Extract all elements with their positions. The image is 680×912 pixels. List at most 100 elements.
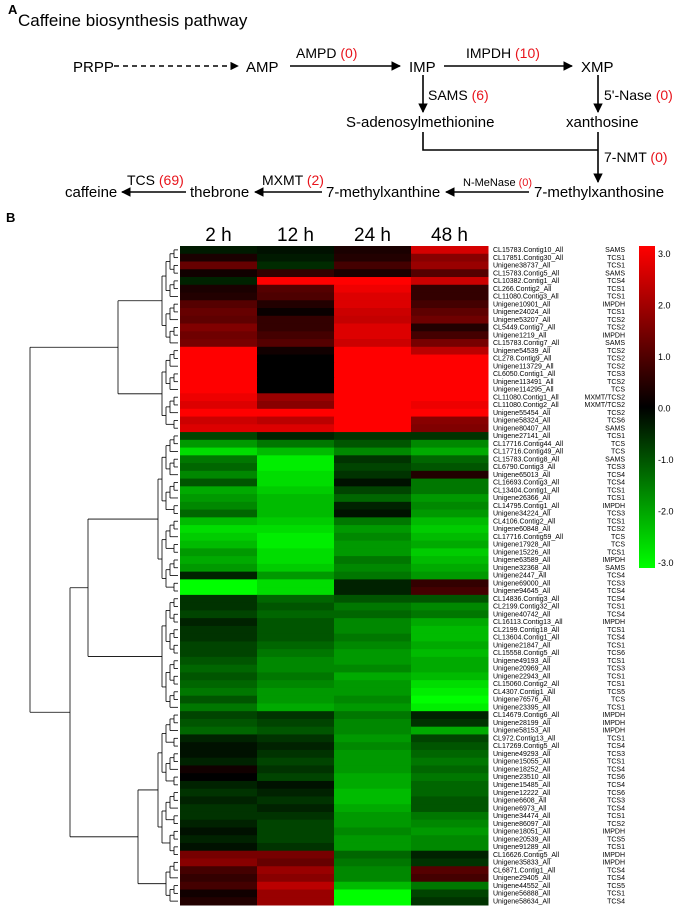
heatmap-cell <box>411 362 489 371</box>
heatmap-cell <box>334 463 412 472</box>
heatmap-cell <box>257 672 335 681</box>
heatmap-cell <box>257 408 335 418</box>
heatmap-cell <box>411 370 489 379</box>
heatmap-cell <box>411 618 489 627</box>
row-enzyme-label: TCS5 <box>607 883 625 890</box>
heatmap-cell <box>411 749 489 759</box>
heatmap-cell <box>180 711 258 720</box>
row-enzyme-label: TCS <box>611 697 625 704</box>
row-enzyme-label: SAMS <box>605 247 625 254</box>
heatmap-cell <box>411 780 489 790</box>
heatmap-cell <box>180 757 258 766</box>
heatmap-cell <box>180 749 258 759</box>
heatmap-cell <box>411 354 489 363</box>
row-gene-label: Unigene49193_All <box>493 658 551 665</box>
row-gene-label: CL2199.Contig32_All <box>493 604 560 611</box>
row-enzyme-label: TCS3 <box>607 751 625 758</box>
row-enzyme-label: IMPDH <box>602 829 625 836</box>
heatmap-cell <box>257 796 335 805</box>
heatmap-cell <box>180 866 258 875</box>
heatmap-cell <box>411 633 489 642</box>
row-enzyme-label: IMPDH <box>602 503 625 510</box>
row-enzyme-label: TCS4 <box>607 278 625 285</box>
heatmap-cell <box>411 494 489 503</box>
row-gene-label: Unigene20539_All <box>493 836 551 843</box>
colorbar-gradient <box>639 246 655 568</box>
heatmap-cell <box>411 532 489 542</box>
row-enzyme-label: TCS4 <box>607 596 625 603</box>
row-enzyme-label: IMPDH <box>602 720 625 727</box>
heatmap-cell <box>334 749 412 759</box>
heatmap-cell <box>257 377 335 387</box>
row-enzyme-label: SAMS <box>605 425 625 432</box>
heatmap-cell <box>334 470 412 480</box>
row-enzyme-label: SAMS <box>605 565 625 572</box>
heatmap-cell <box>257 277 335 286</box>
heatmap-cell <box>257 687 335 697</box>
row-gene-label: CL15558.Contig5_All <box>493 650 560 657</box>
row-enzyme-label: TCS4 <box>607 766 625 773</box>
heatmap-cell <box>257 463 335 472</box>
heatmap-cell <box>180 354 258 363</box>
row-gene-label: Unigene86097_All <box>493 821 551 828</box>
heatmap-cell <box>180 315 258 325</box>
heatmap-cell <box>180 532 258 542</box>
heatmap-cell <box>180 773 258 782</box>
row-gene-label: CL15783.Contig8_All <box>493 456 560 463</box>
enzyme-mxmt: MXMT (2) <box>262 172 324 188</box>
row-enzyme-label: TCS6 <box>607 774 625 781</box>
heatmap-cell <box>257 587 335 596</box>
heatmap-cell <box>334 695 412 704</box>
row-gene-label: Unigene58324_All <box>493 418 551 425</box>
heatmap-cell <box>411 246 489 255</box>
heatmap-cell <box>180 563 258 573</box>
heatmap-cell <box>334 401 412 410</box>
heatmap-cell <box>334 633 412 642</box>
heatmap-cell <box>180 509 258 518</box>
column-headers: 2 h 12 h 24 h 48 h <box>205 225 468 246</box>
heatmap-cell <box>411 447 489 456</box>
heatmap-cell <box>411 641 489 650</box>
row-enzyme-label: TCS1 <box>607 263 625 270</box>
heatmap-cell <box>257 827 335 836</box>
heatmap-cell <box>334 261 412 270</box>
heatmap-cell <box>180 594 258 604</box>
heatmap-cell <box>257 780 335 790</box>
row-gene-label: CL972.Contig13_All <box>493 735 556 742</box>
column-header: 2 h <box>205 225 231 246</box>
row-enzyme-label: TCS3 <box>607 798 625 805</box>
heatmap-cell <box>411 292 489 301</box>
heatmap-cell <box>334 742 412 751</box>
heatmap-cell <box>334 494 412 503</box>
colorbar-tick-label: 2.0 <box>658 301 671 311</box>
heatmap-cell <box>180 408 258 418</box>
heatmap-cell <box>411 385 489 394</box>
heatmap-cell <box>180 680 258 689</box>
heatmap-cell <box>257 401 335 410</box>
heatmap-cell <box>257 718 335 728</box>
heatmap-cell <box>257 362 335 371</box>
heatmap-cell <box>257 540 335 549</box>
heatmap-cell <box>411 889 489 898</box>
row-gene-label: Unigene17928_All <box>493 542 551 549</box>
heatmap-cell <box>411 463 489 472</box>
heatmap-cell <box>334 703 412 712</box>
row-enzyme-label: TCS2 <box>607 356 625 363</box>
heatmap-cell <box>180 393 258 402</box>
heatmap-cell <box>334 269 412 278</box>
heatmap-cell <box>180 416 258 425</box>
row-enzyme-label: TCS <box>611 441 625 448</box>
heatmap-cell <box>334 897 412 906</box>
row-gene-label: CL16113.Contig13_All <box>493 619 563 626</box>
heatmap-cell <box>180 718 258 728</box>
row-gene-label: Unigene35833_All <box>493 860 551 867</box>
heatmap-cell <box>180 780 258 790</box>
panel-b-letter: B <box>6 210 15 225</box>
heatmap-cell <box>257 695 335 704</box>
row-enzyme-label: TCS3 <box>607 666 625 673</box>
heatmap-cell <box>257 579 335 588</box>
enzyme-nmenase: N-MeNase (0) <box>463 177 532 189</box>
row-enzyme-label: TCS4 <box>607 782 625 789</box>
heatmap-cell <box>180 470 258 480</box>
